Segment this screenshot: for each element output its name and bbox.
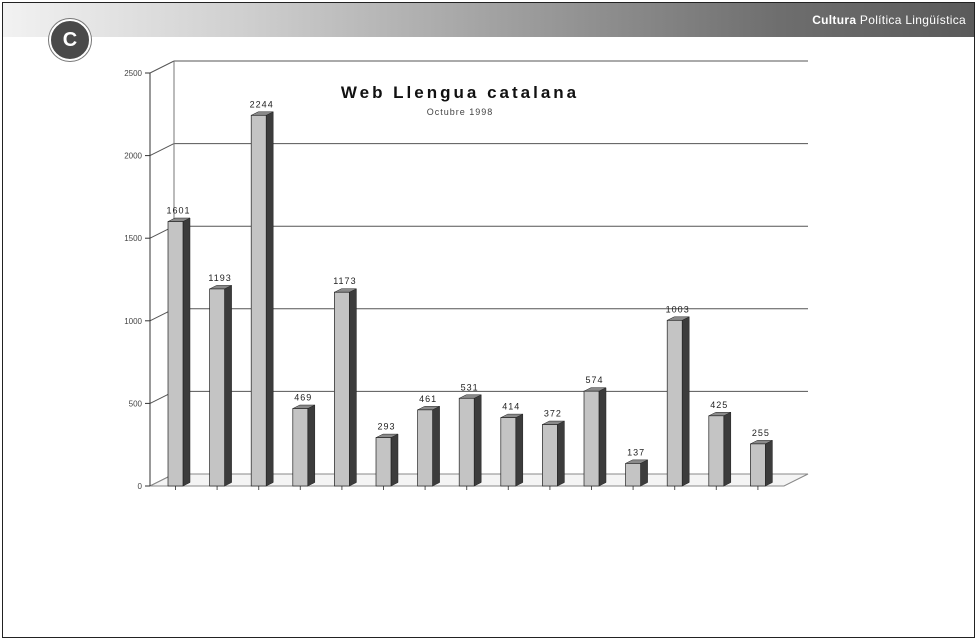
data-label: 137 (627, 447, 645, 457)
bar-side (265, 111, 274, 487)
data-label: 469 (294, 393, 312, 403)
gridline-depth (149, 60, 175, 74)
data-label: 574 (585, 375, 603, 385)
y-tick-label: 2000 (124, 152, 142, 161)
header-title-bold: Cultura (812, 13, 857, 27)
bar-side (473, 394, 482, 487)
bar-side (557, 420, 565, 487)
bar-side (681, 316, 690, 487)
data-label: 1601 (166, 206, 190, 216)
bar (542, 424, 558, 487)
bar-side (432, 405, 440, 487)
bar (250, 114, 267, 487)
data-label: 1173 (333, 276, 356, 286)
chart-title: Web Llengua catalana (341, 83, 579, 102)
y-tick-label: 500 (129, 399, 143, 408)
label-layer: 1601 1193 2244 469 1173 293 461 531 414 372 574 137… (166, 99, 770, 457)
bar (666, 319, 683, 487)
bar (500, 417, 517, 487)
section-badge: C (49, 19, 91, 61)
bar-layer (167, 111, 773, 487)
bar-side (390, 433, 399, 487)
bar-side (598, 387, 607, 487)
data-label: 425 (710, 400, 728, 410)
bar (375, 437, 392, 487)
data-label: 461 (419, 394, 437, 404)
data-label: 293 (377, 422, 395, 432)
data-label: 414 (502, 402, 520, 412)
y-tick-label: 2500 (124, 69, 142, 78)
bar-side (765, 439, 773, 487)
header-bar: Cultura Política Lingüística (3, 3, 974, 37)
bar (209, 288, 225, 487)
bar (292, 408, 309, 487)
data-label: 531 (461, 382, 479, 392)
bar (625, 463, 641, 487)
data-label: 372 (544, 409, 562, 419)
data-label: 1193 (208, 273, 231, 283)
bar (167, 221, 184, 487)
bar (417, 409, 433, 487)
bar-side (723, 411, 732, 487)
chart-subtitle: Octubre 1998 (427, 107, 494, 117)
bar-side (515, 413, 524, 487)
bar (458, 397, 475, 487)
bar-side (224, 285, 232, 487)
gridline-depth (149, 143, 175, 157)
data-label: 255 (752, 428, 770, 438)
bar (750, 443, 766, 487)
data-label: 2244 (250, 99, 274, 109)
y-tick-label: 1500 (124, 234, 142, 243)
bar (708, 415, 725, 487)
data-label: 1003 (666, 304, 690, 314)
header-title-rest: Política Lingüística (856, 13, 966, 27)
bar-side (349, 288, 357, 487)
header-title: Cultura Política Lingüística (812, 13, 966, 27)
bar-side (640, 459, 648, 487)
y-tick-label: 1000 (124, 317, 142, 326)
y-tick-label: 0 (138, 482, 143, 491)
bar (583, 390, 600, 487)
bar-side (307, 404, 316, 487)
bar (334, 291, 350, 487)
bar-side (182, 217, 191, 487)
